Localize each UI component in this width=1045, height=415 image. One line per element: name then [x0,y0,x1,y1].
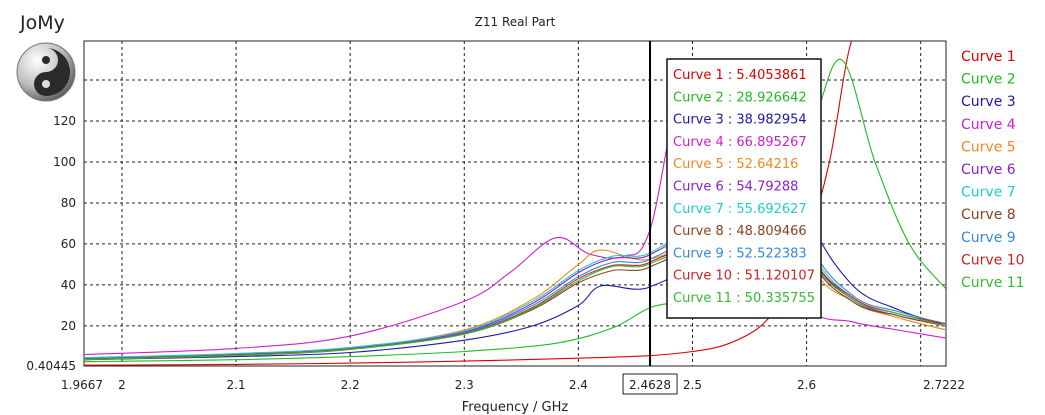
y-axis-ticks: 0.40445 20 40 60 80 100 120 [26,114,76,373]
legend-item-curve-1: Curve 1 [961,49,1016,65]
x-tick-label: 2.7222 [923,378,965,392]
curve-11-line [84,58,946,361]
app-brand: JoMy [20,12,65,34]
x-axis-ticks: 1.9667 2 2.1 2.2 2.3 2.4 2.5 2.6 2.7222 [61,378,965,392]
y-tick-label: 80 [61,196,76,210]
x-axis-label: Frequency / GHz [462,400,569,415]
readout-curve-2: Curve 2 : 28.926642 [673,90,807,105]
cursor-readout-box: Curve 1 : 5.4053861 Curve 2 : 28.926642 Cu… [666,58,822,319]
y-tick-label: 20 [61,319,76,333]
readout-curve-3: Curve 3 : 38.982954 [673,113,807,128]
legend-item-curve-11: Curve 11 [961,275,1025,291]
legend-item-curve-6: Curve 6 [961,162,1016,178]
y-tick-label: 100 [53,155,76,169]
readout-curve-4: Curve 4 : 66.895267 [673,135,807,150]
y-tick-label: 60 [61,237,76,251]
legend-item-curve-8: Curve 8 [961,207,1016,223]
curve-1-line [84,41,853,366]
chart-title: Z11 Real Part [475,15,556,29]
frequency-cursor[interactable]: 2.4628 [622,41,678,395]
legend-item-curve-4: Curve 4 [961,117,1016,133]
legend-item-curve-5: Curve 5 [961,139,1016,155]
x-tick-label: 2.5 [683,378,702,392]
cursor-value-box[interactable] [622,373,678,395]
curve-3-line [84,58,946,361]
curve-7-line [84,58,946,359]
x-tick-label: 2.2 [341,378,360,392]
readout-curve-8: Curve 8 : 48.809466 [673,224,807,239]
y-tick-label: 120 [53,114,76,128]
readout-curve-5: Curve 5 : 52.64216 [673,157,798,172]
readout-curve-7: Curve 7 : 55.692627 [673,202,807,217]
readout-curve-10: Curve 10 : 51.120107 [673,269,815,284]
legend-item-curve-9: Curve 9 [961,230,1016,246]
x-tick-label: 2.4 [569,378,588,392]
readout-box-frame [666,58,822,319]
legend-item-curve-3: Curve 3 [961,94,1016,110]
x-tick-label: 1.9667 [61,378,103,392]
cursor-value-label[interactable]: 2.4628 [629,378,671,392]
readout-curve-11: Curve 11 : 50.335755 [673,291,815,306]
legend-item-curve-10: Curve 10 [961,252,1025,268]
y-tick-label: 0.40445 [26,359,76,373]
x-tick-label: 2.3 [455,378,474,392]
x-tick-label: 2.6 [797,378,816,392]
readout-curve-9: Curve 9 : 52.522383 [673,246,807,261]
x-tick-label: 2 [118,378,126,392]
legend: Curve 1 Curve 2 Curve 3 Curve 4 Curve 5 Curve… [961,49,1025,291]
x-tick-label: 2.1 [227,378,246,392]
legend-item-curve-2: Curve 2 [961,72,1016,88]
y-tick-label: 40 [61,278,76,292]
readout-curve-1: Curve 1 : 5.4053861 [673,68,807,83]
readout-curve-6: Curve 6 : 54.79288 [673,180,798,195]
yin-yang-icon [16,42,76,102]
legend-item-curve-7: Curve 7 [961,185,1016,201]
